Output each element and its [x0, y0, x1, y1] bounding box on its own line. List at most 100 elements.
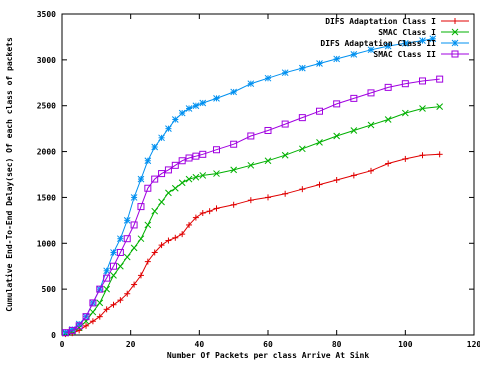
series-line [65, 38, 433, 333]
series-2 [62, 103, 444, 337]
data-point [158, 170, 166, 178]
data-point [350, 51, 358, 58]
series-3 [62, 35, 437, 336]
data-point [264, 126, 272, 134]
legend-item: SMAC Class II [373, 50, 469, 59]
data-point [192, 152, 200, 160]
x-axis-title: Number Of Packets per class Arrive At Si… [167, 350, 369, 360]
data-point [298, 64, 306, 72]
data-point [298, 114, 306, 122]
data-point [264, 74, 272, 82]
data-point [401, 109, 409, 117]
data-point [350, 127, 358, 134]
data-point [61, 329, 69, 337]
data-point [333, 100, 341, 108]
data-point [264, 157, 272, 165]
data-point [68, 326, 76, 334]
data-point [171, 161, 179, 169]
data-point [144, 184, 152, 192]
data-point [130, 244, 138, 252]
data-point [230, 88, 238, 96]
data-point [110, 301, 117, 308]
series-line [65, 78, 440, 334]
data-point [186, 221, 193, 228]
data-point [165, 125, 172, 132]
legend-label: SMAC Class I [378, 28, 436, 37]
data-point [367, 121, 375, 129]
data-point [401, 39, 409, 47]
data-point [333, 55, 341, 63]
data-point [385, 160, 392, 167]
data-point [282, 190, 289, 197]
data-point [367, 89, 375, 97]
data-point [151, 175, 159, 183]
data-point [123, 253, 131, 261]
data-point [333, 132, 341, 140]
data-point [402, 155, 409, 162]
data-point [89, 299, 97, 307]
data-point [185, 154, 193, 162]
data-point [451, 50, 459, 58]
data-point [151, 249, 158, 256]
data-point [230, 166, 238, 174]
data-point [137, 203, 145, 211]
data-point [82, 313, 90, 321]
y-tick-label: 2000 [37, 148, 56, 157]
data-point [384, 42, 392, 50]
data-point [123, 235, 131, 243]
y-axis-title: Cumulative End-To-End Delay(sec) Of each… [4, 37, 14, 312]
data-point [298, 145, 306, 153]
data-point [137, 175, 145, 183]
data-point [130, 194, 138, 201]
data-point [144, 258, 151, 265]
data-point [96, 299, 104, 307]
data-point [199, 172, 207, 179]
data-point [316, 107, 323, 115]
data-point [192, 102, 200, 110]
data-point [451, 39, 459, 47]
data-point [131, 281, 138, 288]
data-point [384, 116, 392, 123]
data-point [123, 217, 131, 224]
legend-label: DIFS Adaptation Class I [325, 16, 436, 26]
data-point [452, 18, 458, 24]
data-point [247, 132, 255, 140]
data-point [158, 198, 165, 206]
data-point [185, 105, 193, 112]
y-tick-label: 1000 [37, 239, 56, 248]
data-point [367, 46, 375, 54]
data-point [158, 242, 165, 249]
data-point [171, 184, 179, 192]
legend: DIFS Adaptation Class I SMAC Class IDIFS … [320, 16, 469, 59]
data-point [213, 205, 220, 212]
x-tick-label: 100 [398, 340, 413, 349]
data-point [96, 313, 103, 320]
plot-border [61, 13, 475, 336]
data-point [213, 95, 220, 102]
data-point [316, 60, 323, 67]
series-line [65, 153, 440, 335]
data-point [419, 152, 426, 159]
data-point [281, 120, 289, 128]
data-point [436, 151, 443, 158]
data-point [451, 28, 459, 36]
data-point [144, 221, 152, 229]
data-point [165, 237, 172, 244]
data-point [213, 170, 220, 177]
legend-label: DIFS Adaptation Class II [320, 38, 436, 48]
legend-item: SMAC Class I [378, 28, 469, 37]
data-point [265, 194, 271, 201]
data-point [350, 94, 358, 102]
y-tick-label: 1500 [37, 193, 56, 202]
data-point [316, 181, 323, 188]
data-point [401, 80, 409, 88]
data-point [199, 210, 206, 217]
data-point [281, 69, 289, 77]
data-point [178, 157, 186, 165]
data-point [171, 116, 179, 123]
data-point [83, 322, 90, 329]
data-point [230, 140, 238, 148]
data-point [137, 235, 145, 243]
data-point [103, 285, 110, 293]
